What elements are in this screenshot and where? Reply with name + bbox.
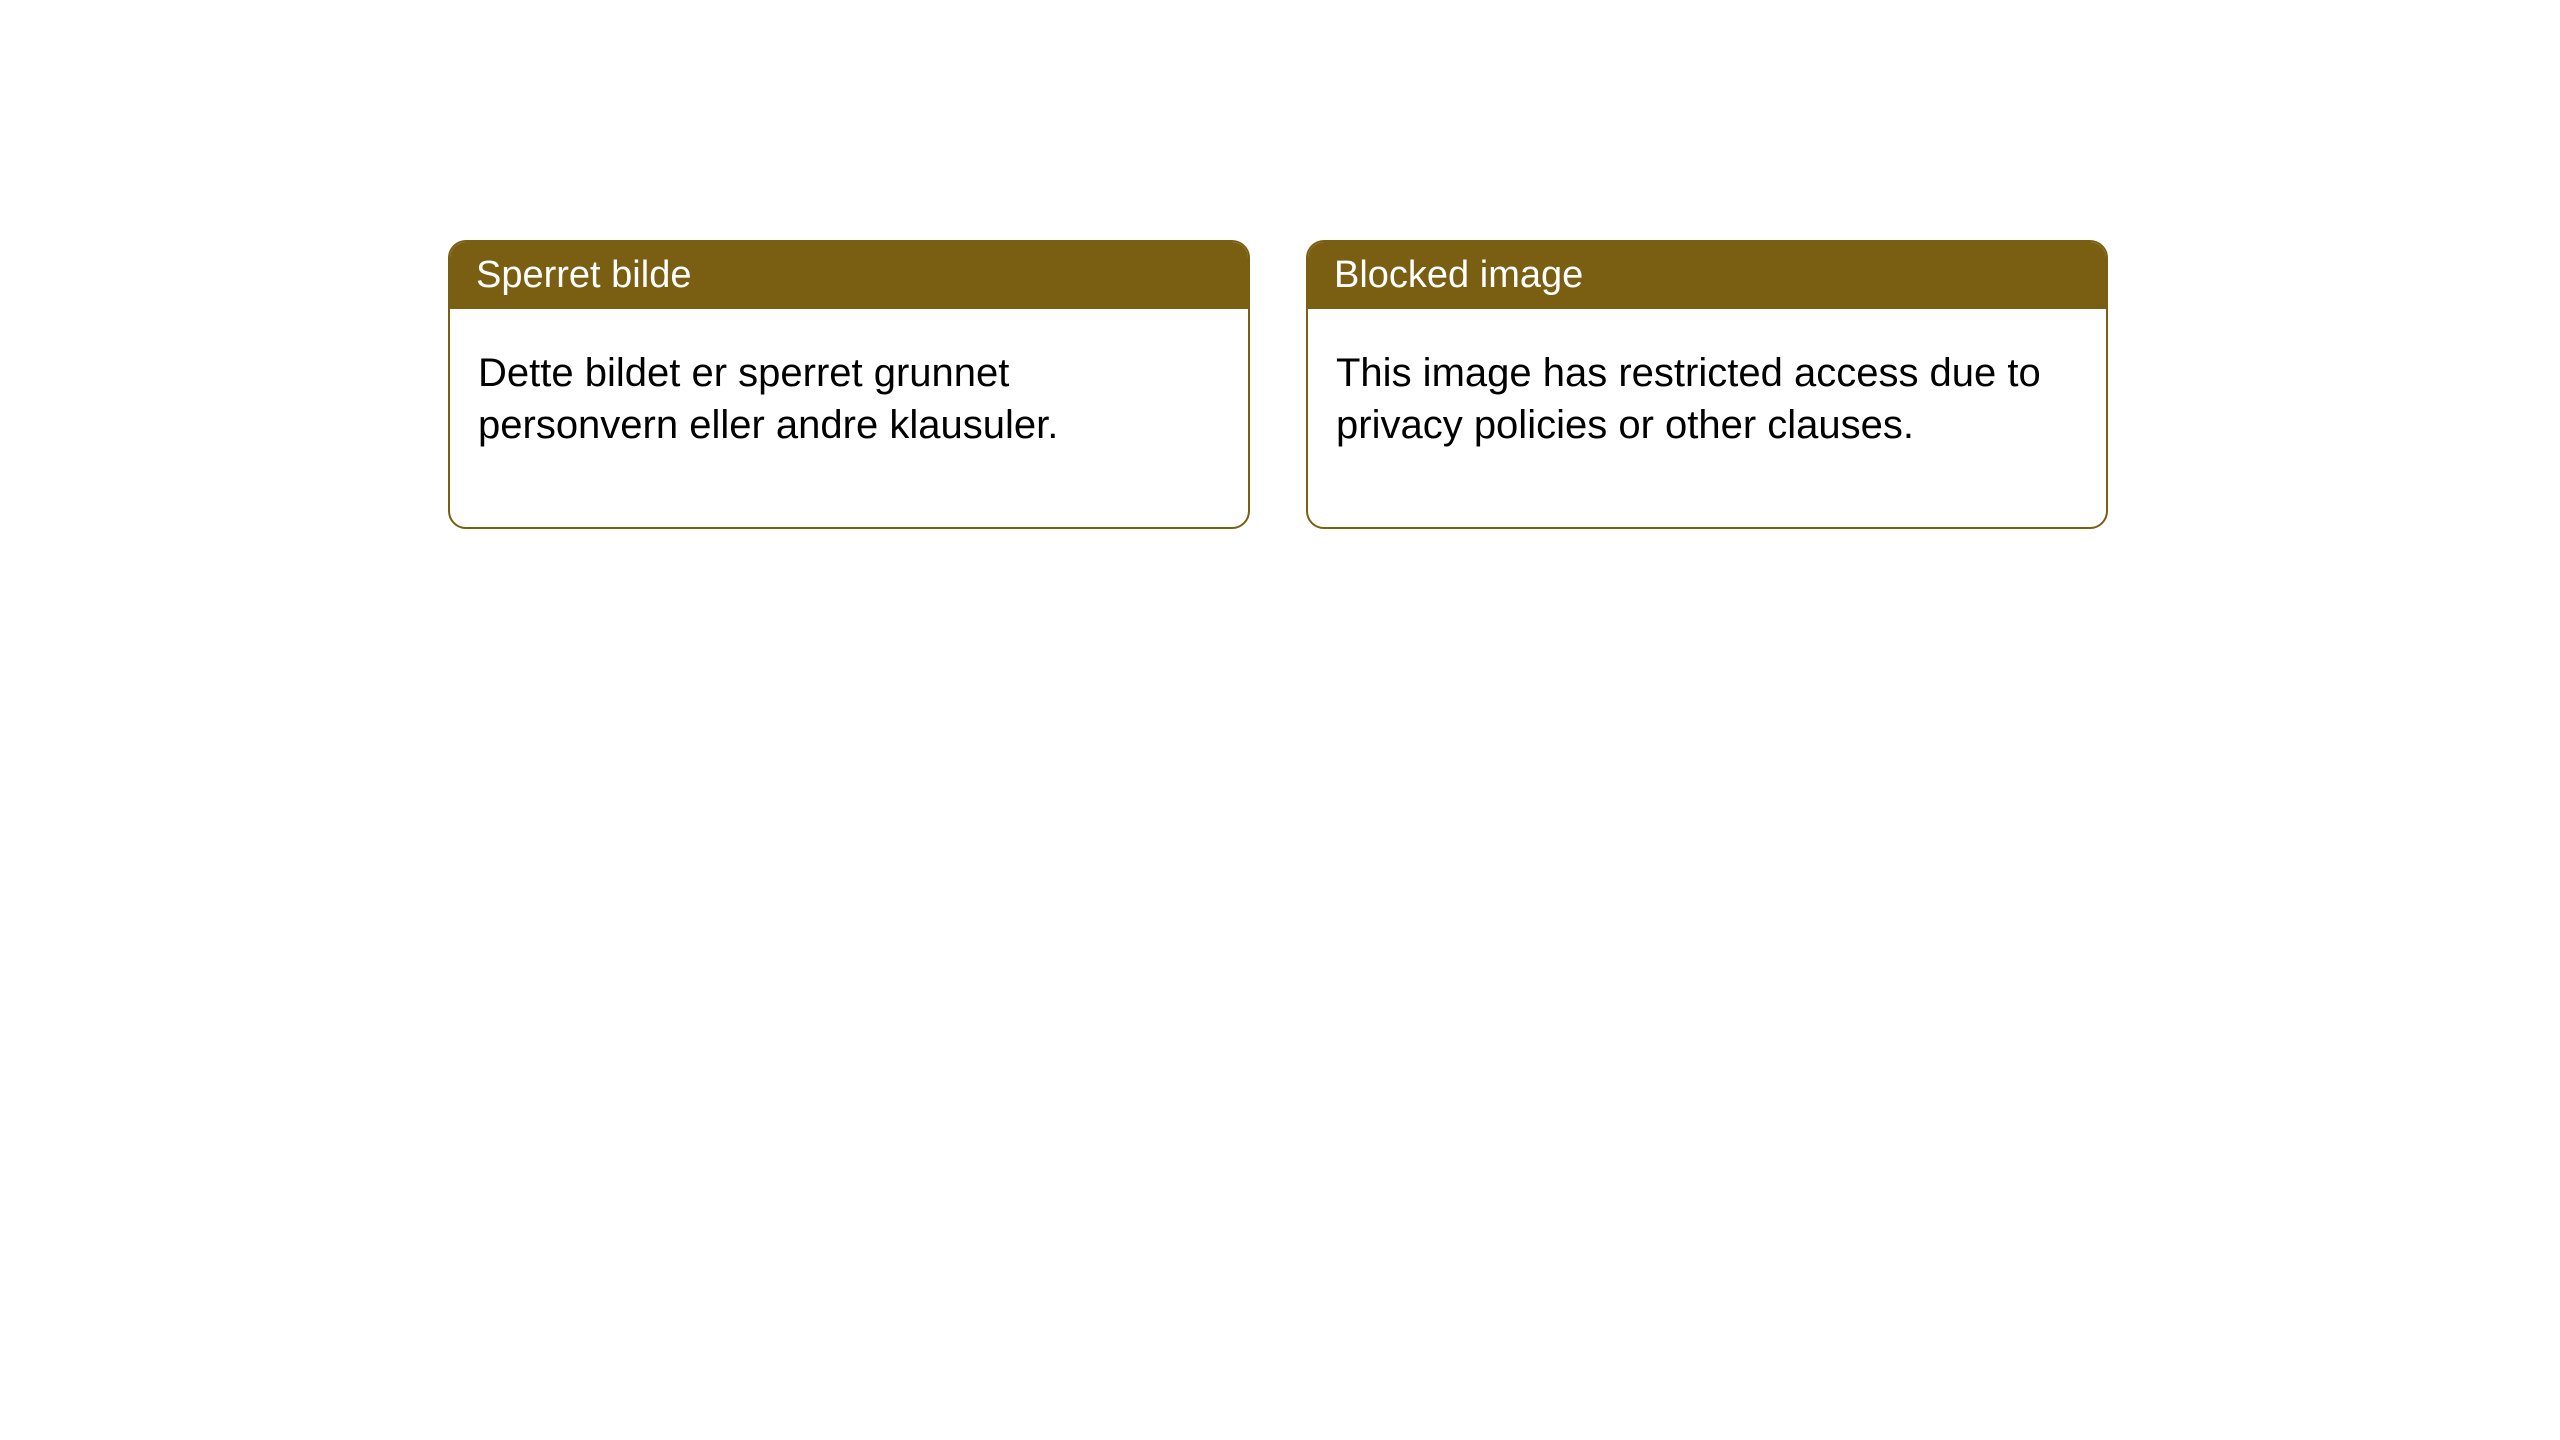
notice-card-body: Dette bildet er sperret grunnet personve… <box>450 309 1248 527</box>
notice-card-norwegian: Sperret bilde Dette bildet er sperret gr… <box>448 240 1250 529</box>
notice-cards-container: Sperret bilde Dette bildet er sperret gr… <box>448 240 2560 529</box>
notice-card-title: Blocked image <box>1308 242 2106 309</box>
notice-card-title: Sperret bilde <box>450 242 1248 309</box>
notice-card-english: Blocked image This image has restricted … <box>1306 240 2108 529</box>
notice-card-body: This image has restricted access due to … <box>1308 309 2106 527</box>
